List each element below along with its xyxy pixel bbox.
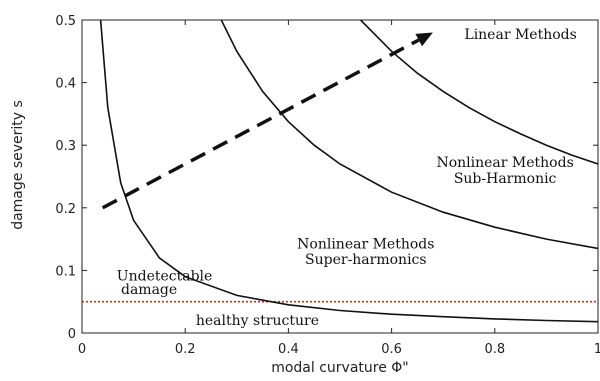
region-label-6: Undetectable: [117, 268, 213, 284]
region-label-1: Linear Methods: [464, 27, 576, 43]
x-tick-label: 1: [594, 342, 600, 357]
x-tick-label: 0.6: [381, 342, 402, 357]
direction-arrow-shaft: [101, 38, 420, 210]
y-axis-label: damage severity s: [10, 100, 26, 230]
y-tick-label: 0: [68, 327, 76, 342]
region-label-2: Nonlinear Methods: [436, 155, 573, 171]
boundary-curve-2: [220, 20, 598, 250]
x-axis-label: modal curvature Φ": [271, 360, 409, 376]
direction-arrow-head: [415, 32, 433, 47]
plot-area: 0 0.2 0.4 0.6 0.8 1 0 0.1 0.2 0.3 0.4 0.5 Linear Met…: [55, 14, 600, 357]
x-tick-label: 0.2: [175, 342, 196, 357]
x-tick-label: 0: [78, 342, 86, 357]
boundary-curve-1: [99, 20, 598, 323]
y-tick-label: 0.5: [55, 14, 76, 29]
region-label-5: Super-harmonics: [305, 252, 427, 268]
y-tick-label: 0.2: [55, 202, 76, 217]
y-tick-label: 0.1: [55, 264, 76, 279]
region-label-3: Sub-Harmonic: [454, 171, 557, 187]
plot-frame: [81, 19, 599, 334]
x-tick-label: 0.8: [484, 342, 505, 357]
x-tick-label: 0.4: [278, 342, 299, 357]
y-tick-label: 0.3: [55, 139, 76, 154]
region-label-7: damage: [121, 282, 177, 298]
boundary-curve-3: [360, 20, 598, 165]
y-tick-label: 0.4: [55, 77, 76, 92]
region-label-4: Nonlinear Methods: [297, 236, 434, 252]
region-label-8: healthy structure: [196, 313, 319, 329]
